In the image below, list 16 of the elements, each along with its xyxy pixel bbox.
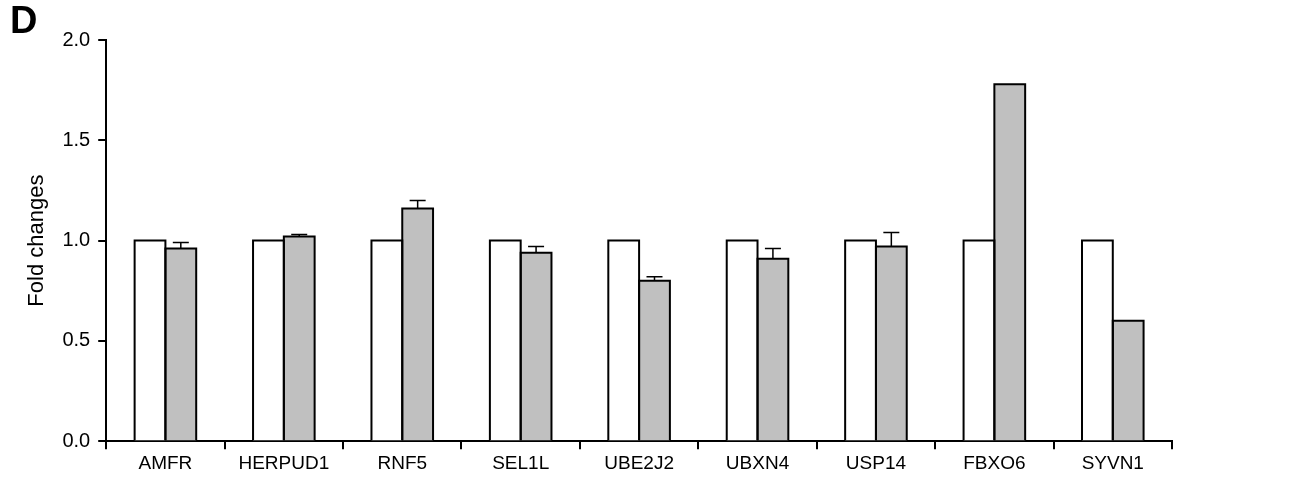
x-tick-label: SYVN1	[1081, 451, 1144, 473]
x-tick-label: RNF5	[377, 451, 428, 473]
x-tick-label: UBE2J2	[604, 451, 674, 473]
y-tick-label: 0.5	[62, 328, 91, 351]
x-tick-label: UBXN4	[725, 451, 790, 473]
x-tick-label: FBXO6	[963, 451, 1026, 473]
y-tick-label: 1.5	[62, 127, 91, 150]
x-tick-label: AMFR	[138, 451, 193, 473]
y-tick-label: 0.0	[62, 428, 91, 451]
y-axis-title: Fold changes	[23, 174, 49, 307]
text: D	[10, 0, 38, 42]
x-tick-label: SEL1L	[492, 451, 550, 473]
y-tick-label: 2.0	[62, 27, 91, 50]
y-tick-label: 1.0	[62, 228, 91, 251]
x-tick-label: HERPUD1	[238, 451, 330, 473]
x-tick-label: USP14	[845, 451, 907, 473]
